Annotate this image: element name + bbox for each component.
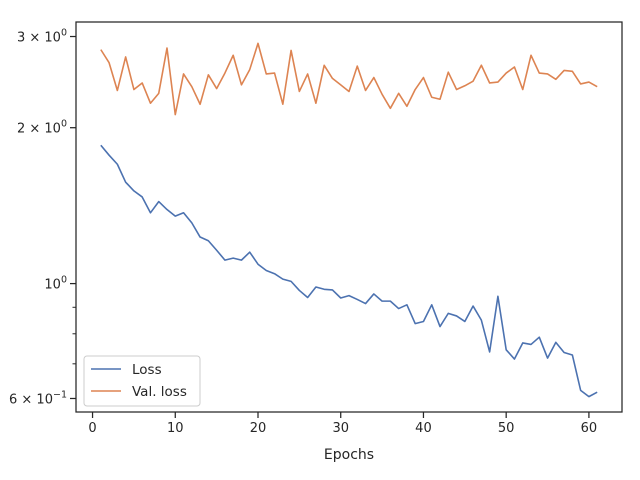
x-tick-label: 40 xyxy=(415,421,432,436)
series-line-val-loss xyxy=(100,42,598,116)
x-axis: 0 10 20 30 40 50 60 xyxy=(88,412,597,436)
x-tick-label: 0 xyxy=(88,421,96,436)
legend-label-val-loss: Val. loss xyxy=(132,384,187,400)
x-tick-label: 30 xyxy=(332,421,349,436)
x-tick-label: 60 xyxy=(581,421,598,436)
legend-label-loss: Loss xyxy=(132,362,162,378)
legend: Loss Val. loss xyxy=(83,355,201,407)
y-tick-label: 100 xyxy=(44,275,67,293)
series-line-loss xyxy=(100,144,598,398)
y-tick-label: 3 × 100 xyxy=(17,28,67,46)
series-layer xyxy=(100,42,598,398)
plot-frame xyxy=(75,21,623,413)
y-axis: 6 × 10−1 100 2 × 100 3 × 100 xyxy=(9,28,76,407)
y-tick-label: 2 × 100 xyxy=(17,119,67,137)
x-tick-label: 20 xyxy=(250,421,267,436)
x-tick-label: 10 xyxy=(167,421,184,436)
x-axis-label: Epochs xyxy=(324,447,374,463)
y-tick-label: 6 × 10−1 xyxy=(9,389,67,407)
x-tick-label: 50 xyxy=(498,421,515,436)
